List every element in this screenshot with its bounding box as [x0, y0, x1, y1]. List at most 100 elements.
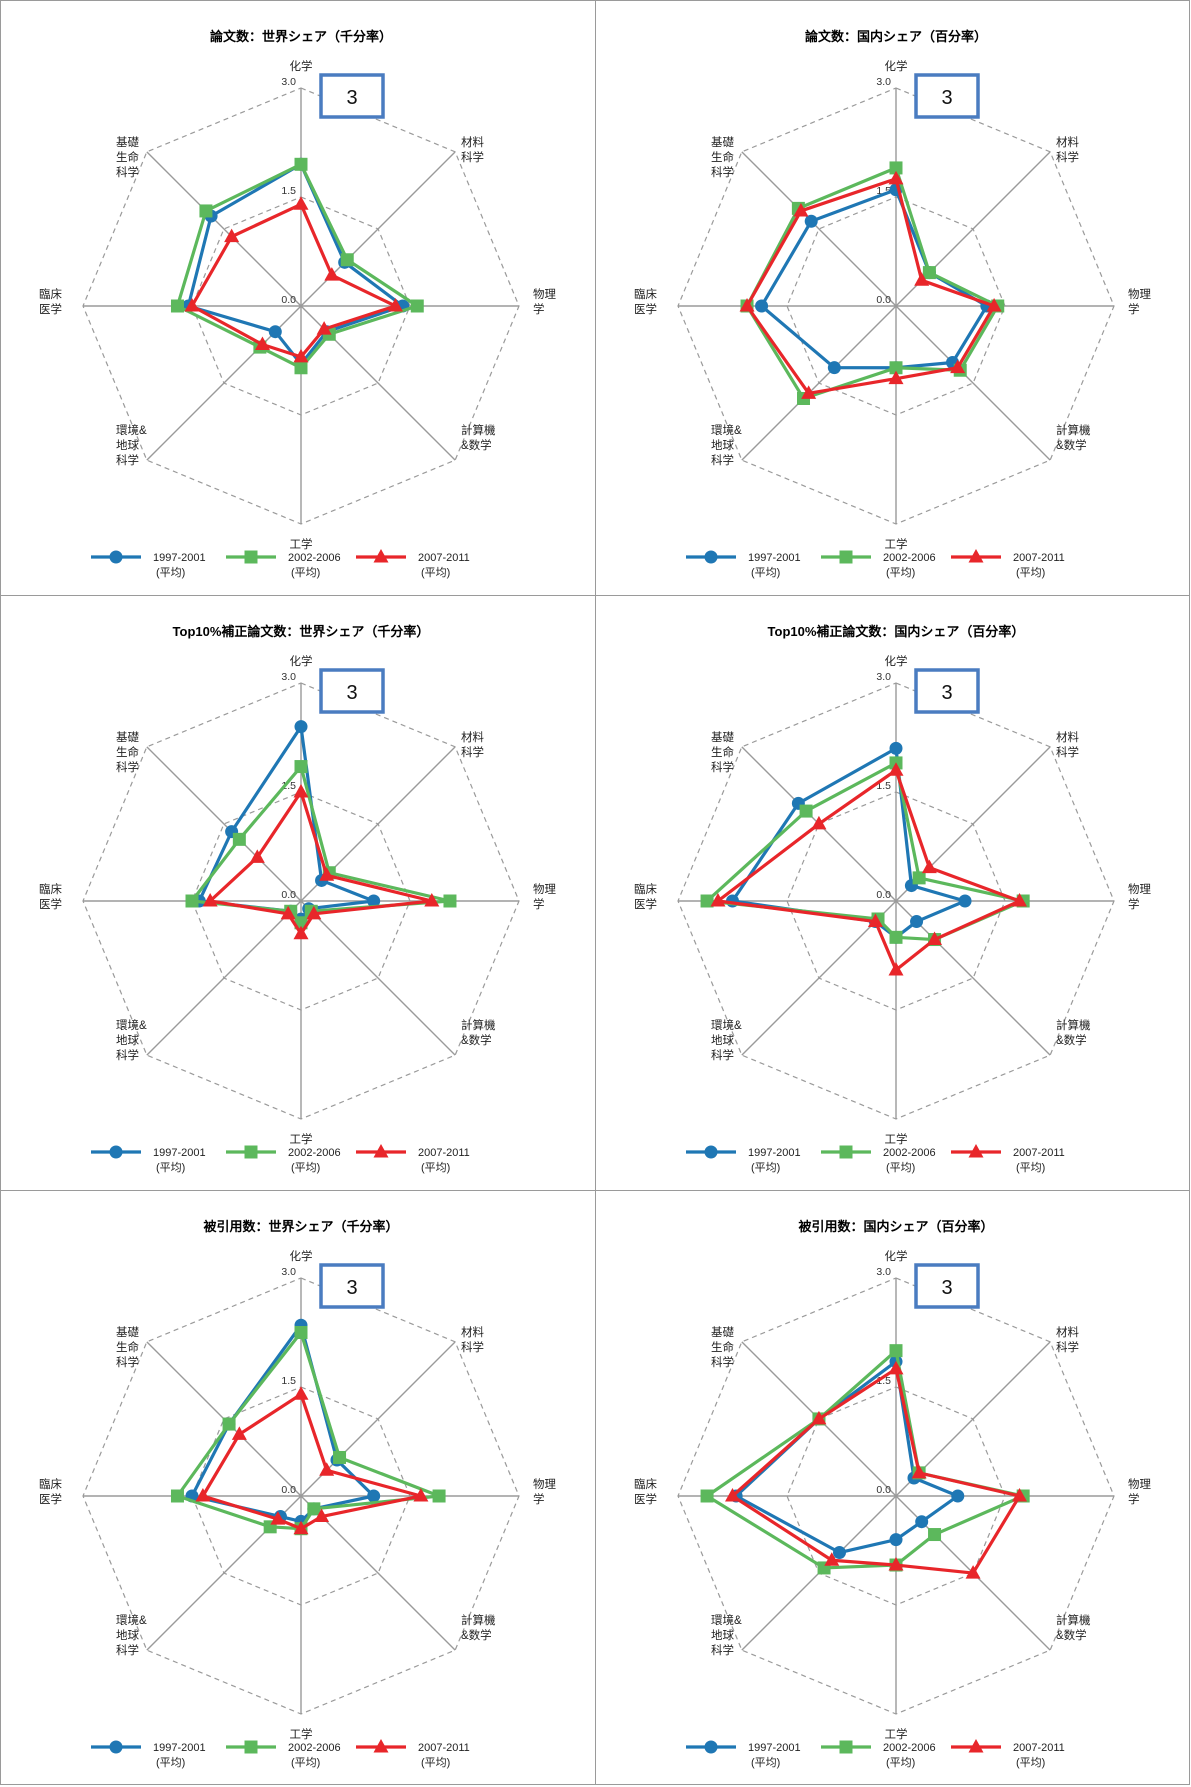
legend-marker: [373, 1144, 389, 1158]
legend-marker: [373, 549, 389, 563]
data-point: [889, 361, 903, 375]
data-point: [170, 1489, 184, 1503]
legend-label: 2002-2006 (平均): [288, 1147, 341, 1174]
category-label: 材料科学: [1056, 730, 1079, 759]
series-1: [755, 183, 994, 375]
data-point: [307, 1502, 321, 1516]
category-label: 材料科学: [461, 135, 484, 164]
category-label: 基礎生命科学: [711, 136, 734, 179]
series-3: [739, 170, 1002, 399]
data-point: [306, 905, 322, 920]
legend-label: 1997-2001 (平均): [748, 552, 801, 579]
legend-item: 2007-2011 (平均): [356, 1144, 470, 1174]
data-point: [888, 762, 904, 776]
category-label: 化学: [885, 654, 908, 668]
legend-label: 1997-2001 (平均): [748, 1147, 801, 1174]
data-point: [950, 359, 966, 374]
axis-tick-label: 3.0: [876, 1266, 891, 1278]
data-point: [324, 267, 340, 281]
data-point: [700, 894, 714, 908]
radar-chart-panel: Top10%補正論文数：国内シェア（百分率） 0.0 1.5 3.0 化学 材料科学 物理学…: [595, 595, 1190, 1191]
axis-tick-label: 0.0: [876, 294, 891, 306]
category-label: 化学: [290, 654, 313, 668]
radar-chart-panel: Top10%補正論文数：世界シェア（千分率） 0.0 1.5 3.0 化学 材料科学 物理学…: [0, 595, 596, 1191]
radar-chart-panel: 被引用数：世界シェア（千分率） 0.0 1.5 3.0 化学 材料科学 物理学 計算機&数学工…: [0, 1190, 596, 1785]
legend-marker: [968, 549, 984, 563]
legend-marker: [839, 550, 853, 564]
legend-marker: [704, 1145, 718, 1159]
legend-item: 2002-2006 (平均): [821, 1145, 936, 1174]
data-point: [294, 361, 308, 375]
radar-spoke: [300, 151, 456, 307]
data-point: [928, 1528, 942, 1542]
axis-tick-label: 0.0: [281, 889, 296, 901]
data-point: [387, 298, 403, 312]
legend-item: 2007-2011 (平均): [951, 549, 1065, 579]
data-point: [184, 298, 200, 312]
legend-marker: [109, 1145, 123, 1159]
series-3: [202, 784, 440, 940]
legend-label: 2002-2006 (平均): [883, 1147, 936, 1174]
legend-marker: [968, 1739, 984, 1753]
data-point: [293, 196, 309, 210]
category-label: 臨床医学: [39, 1477, 62, 1506]
radar-spoke: [895, 900, 1051, 1056]
annotation-box: [914, 668, 980, 714]
data-point: [232, 832, 246, 846]
data-point: [888, 370, 904, 385]
data-point: [185, 894, 199, 908]
category-label: 計算機&数学: [461, 423, 496, 452]
data-point: [832, 1546, 846, 1560]
category-label: 臨床医学: [634, 287, 657, 316]
data-point: [319, 867, 335, 881]
legend-marker: [109, 1740, 123, 1754]
legend-item: 1997-2001 (平均): [686, 1145, 801, 1174]
data-point: [293, 1520, 309, 1535]
category-label: 計算機&数学: [1056, 423, 1091, 452]
radar-spoke: [741, 305, 897, 461]
radar-svg: Top10%補正論文数：国内シェア（百分率）0.01.53.0化学材料科学物理学…: [634, 624, 1151, 1174]
category-label: 物理学: [533, 1477, 556, 1506]
radar-spoke: [895, 305, 1051, 461]
category-label: 環境&地球科学: [116, 1613, 147, 1657]
data-point: [293, 348, 309, 363]
radar-chart-panel: 被引用数：国内シェア（百分率） 0.0 1.5 3.0 化学 材料科学 物理学 計算機&数学工…: [595, 1190, 1190, 1785]
legend-label: 1997-2001 (平均): [153, 1147, 206, 1174]
data-point: [367, 1489, 381, 1503]
chart-title: Top10%補正論文数：国内シェア（百分率）: [768, 624, 1025, 639]
data-point: [413, 1488, 429, 1502]
chart-title: 論文数：世界シェア（千分率）: [210, 29, 392, 44]
category-label: 化学: [290, 1249, 313, 1263]
category-label: 基礎生命科学: [116, 731, 139, 774]
legend-item: 2002-2006 (平均): [226, 1740, 341, 1769]
legend-label: 2007-2011 (平均): [1013, 1147, 1065, 1174]
data-point: [888, 1557, 904, 1571]
data-point: [911, 1464, 927, 1479]
data-point: [725, 1488, 740, 1502]
data-point: [921, 859, 937, 874]
category-label: 物理学: [1128, 882, 1151, 911]
category-label: 材料科学: [1056, 1325, 1079, 1354]
data-point: [965, 1565, 981, 1579]
axis-tick-label: 1.5: [281, 185, 296, 197]
radar-spoke: [146, 746, 302, 902]
legend-marker: [839, 1145, 853, 1159]
legend-label: 1997-2001 (平均): [153, 552, 206, 579]
data-point: [254, 336, 270, 351]
category-label: 臨床医学: [634, 1477, 657, 1506]
radar-svg: 被引用数：国内シェア（百分率）0.01.53.0化学材料科学物理学計算機&数学工…: [634, 1219, 1151, 1769]
chart-title: 被引用数：国内シェア（百分率）: [797, 1219, 993, 1234]
category-label: 化学: [885, 59, 908, 73]
radar-spoke: [741, 151, 897, 307]
legend-marker: [968, 1144, 984, 1158]
series-line: [716, 768, 1022, 972]
series-2: [170, 157, 424, 375]
category-label: 材料科学: [461, 1325, 484, 1354]
data-point: [410, 299, 424, 313]
annotation-box: [319, 1263, 385, 1309]
data-point: [710, 893, 726, 907]
data-point: [824, 1552, 840, 1566]
radar-spoke: [146, 151, 302, 307]
data-point: [280, 905, 296, 920]
axis-tick-label: 3.0: [281, 671, 296, 683]
